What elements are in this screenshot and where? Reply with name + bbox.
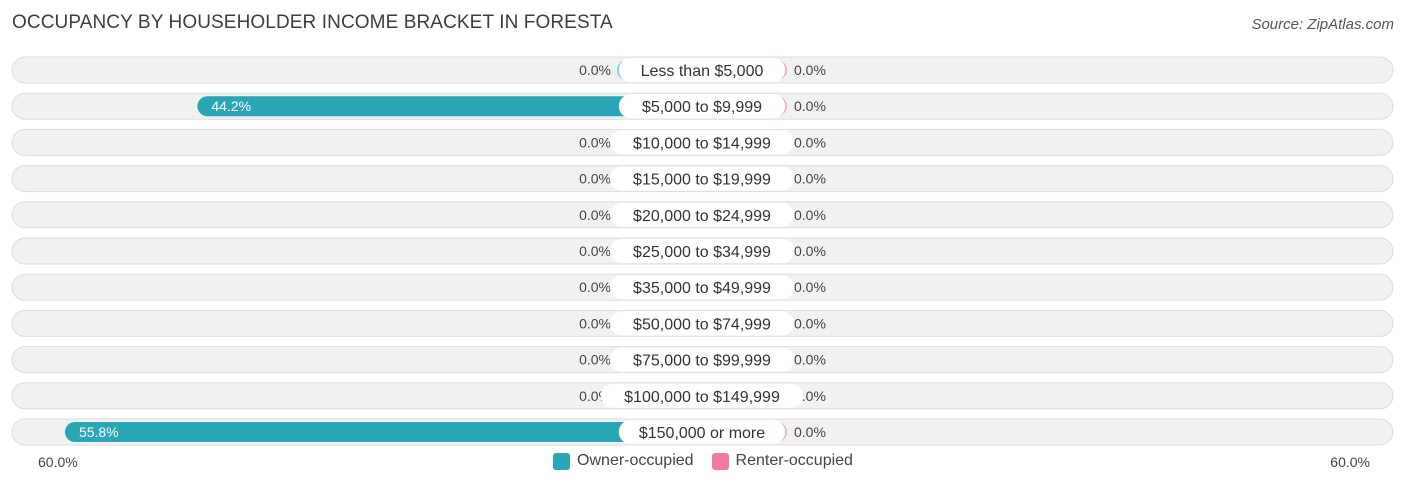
category-label: $25,000 to $34,999 bbox=[633, 244, 771, 261]
chart-title: OCCUPANCY BY HOUSEHOLDER INCOME BRACKET … bbox=[12, 12, 613, 33]
category-pill bbox=[618, 58, 786, 82]
owner-value-label: 55.8% bbox=[79, 424, 119, 440]
category-pill bbox=[609, 347, 795, 372]
category-label: $15,000 to $19,999 bbox=[633, 172, 771, 189]
category-pill bbox=[609, 166, 795, 191]
axis-right-label: 60.0% bbox=[1330, 454, 1370, 470]
category-pill bbox=[609, 275, 795, 300]
renter-value-label: 0.0% bbox=[794, 134, 826, 150]
renter-value-label: 0.0% bbox=[794, 424, 826, 440]
owner-value-label: 0.0% bbox=[579, 279, 611, 295]
renter-value-label: 0.0% bbox=[794, 243, 826, 259]
renter-value-label: 0.0% bbox=[794, 62, 826, 78]
renter-value-label: 0.0% bbox=[794, 279, 826, 295]
category-label: $35,000 to $49,999 bbox=[633, 280, 771, 297]
owner-value-label: 44.2% bbox=[211, 98, 251, 114]
legend-owner-label: Owner-occupied bbox=[577, 452, 694, 469]
axis-left-label: 60.0% bbox=[38, 454, 78, 470]
category-label: $5,000 to $9,999 bbox=[642, 99, 762, 116]
category-label: $75,000 to $99,999 bbox=[633, 353, 771, 370]
owner-value-label: 0.0% bbox=[579, 315, 611, 331]
category-label: Less than $5,000 bbox=[641, 63, 764, 80]
renter-value-label: 0.0% bbox=[794, 171, 826, 187]
renter-value-label: 0.0% bbox=[794, 98, 826, 114]
renter-swatch bbox=[711, 452, 729, 470]
category-label: $100,000 to $149,999 bbox=[624, 389, 780, 406]
category-pill bbox=[609, 130, 795, 155]
category-pill bbox=[609, 202, 795, 227]
chart-source: Source: ZipAtlas.com bbox=[1251, 16, 1394, 33]
legend-renter[interactable]: Renter-occupied bbox=[711, 452, 853, 470]
owner-swatch bbox=[553, 452, 571, 470]
category-label: $50,000 to $74,999 bbox=[633, 316, 771, 333]
category-label: $150,000 or more bbox=[639, 425, 765, 442]
legend-owner[interactable]: Owner-occupied bbox=[553, 452, 694, 470]
category-pill bbox=[609, 311, 795, 336]
owner-value-label: 0.0% bbox=[579, 62, 611, 78]
owner-value-label: 0.0% bbox=[579, 207, 611, 223]
renter-value-label: 0.0% bbox=[794, 207, 826, 223]
category-pill bbox=[618, 420, 786, 444]
category-pill bbox=[618, 94, 786, 119]
owner-bar bbox=[197, 96, 702, 117]
category-pill bbox=[601, 383, 803, 408]
renter-value-label: 0.0% bbox=[794, 315, 826, 331]
owner-value-label: 0.0% bbox=[579, 171, 611, 187]
category-label: $20,000 to $24,999 bbox=[633, 208, 771, 225]
category-label: $10,000 to $14,999 bbox=[633, 135, 771, 152]
owner-value-label: 0.0% bbox=[579, 352, 611, 368]
owner-value-label: 0.0% bbox=[579, 243, 611, 259]
owner-value-label: 0.0% bbox=[579, 134, 611, 150]
renter-value-label: 0.0% bbox=[794, 352, 826, 368]
owner-bar bbox=[64, 422, 702, 442]
category-pill bbox=[609, 239, 795, 263]
legend-renter-label: Renter-occupied bbox=[735, 452, 853, 469]
legend: Owner-occupied Renter-occupied bbox=[0, 452, 1406, 470]
